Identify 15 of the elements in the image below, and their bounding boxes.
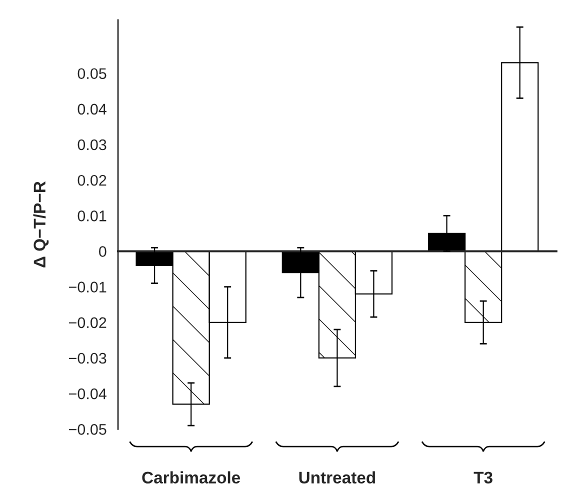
y-tick-label: −0.03	[69, 352, 106, 364]
x-tick-label: Untreated	[299, 471, 375, 484]
y-tick-label: 0.01	[78, 210, 106, 222]
y-tick-label: −0.04	[69, 388, 106, 400]
y-axis-title: Δ Q−T/P−R	[33, 181, 49, 268]
y-tick-label: −0.05	[69, 424, 106, 435]
y-tick-label: 0.05	[78, 68, 106, 80]
x-tick-label: Carbimazole	[142, 471, 240, 484]
y-tick-label: −0.01	[69, 282, 106, 293]
y-tick-label: 0.03	[78, 139, 106, 150]
y-tick-label: 0	[99, 246, 106, 257]
y-tick-label: −0.02	[69, 317, 106, 328]
y-tick-label: 0.04	[78, 104, 106, 115]
y-tick-label: 0.02	[78, 174, 106, 186]
x-tick-label: T3	[474, 472, 492, 484]
